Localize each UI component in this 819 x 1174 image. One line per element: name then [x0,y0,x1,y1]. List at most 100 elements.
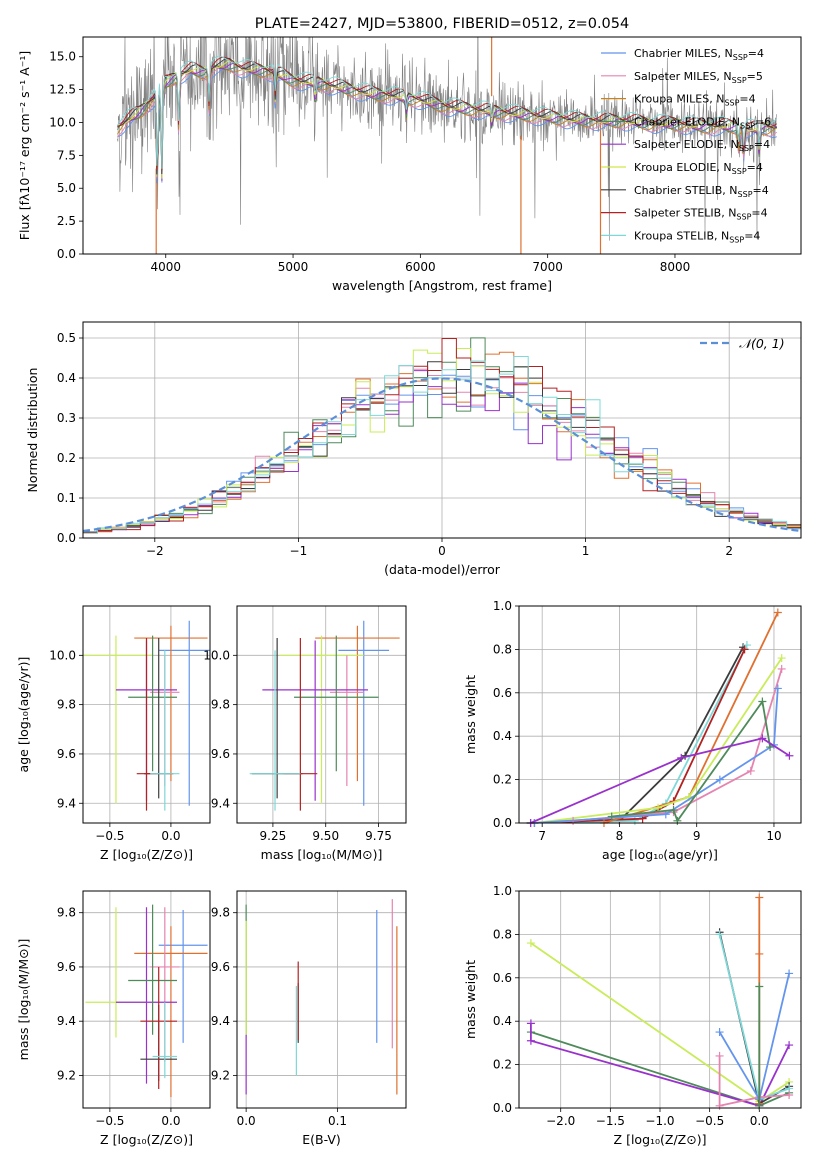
mass-weight-marker [740,645,749,654]
y-tick-label: 9.6 [57,747,76,761]
x-tick-label: 9.25 [260,829,287,843]
residual-histogram [83,356,801,538]
y-tick-label: 0.3 [57,411,76,425]
x-tick-label: 0.0 [237,1114,256,1128]
y-axis-label: Flux [fλ10⁻¹⁷ erg cm⁻² s⁻¹ A⁻¹] [17,51,32,240]
residuals-panel: −2 −1 0 1 2 0.0 0.1 0.2 0.3 0.4 0.5 (data-model)/er… [25,321,802,577]
y-tick-label: 0.2 [57,451,76,465]
mass-weight-marker [669,805,678,814]
x-tick-label: 8000 [660,260,691,274]
mass-weight-line [534,657,783,823]
mass-weight-marker [677,753,686,762]
x-tick-label: 4000 [150,260,181,274]
x-axis-label: (data-model)/error [384,562,501,577]
age-weight-panel: 7 8 9 10 0.0 0.2 0.4 0.6 0.8 1.0 age [log₁₀(age/yr… [463,599,802,862]
legend-entry: Chabrier STELIB, NSSP=4 [634,184,769,199]
mass-age-panel: 9.25 9.50 9.75 9.4 9.6 9.8 10.0 mass [log₁₀(M/M… [203,605,407,862]
mass-weight-line [534,688,779,823]
error-bar [251,638,303,799]
mass-weight-marker [746,766,755,775]
x-tick-label: 10 [766,829,781,843]
error-bar [128,904,178,1035]
mass-weight-marker [785,1041,794,1050]
ebv-mass-panel: 0.0 0.1 9.2 9.4 9.6 9.8 E(B-V) [211,890,407,1147]
x-tick-label: −1.5 [596,1114,625,1128]
x-axis-label: wavelength [Angstrom, rest frame] [332,278,552,293]
spectrum-panel: 4000 5000 6000 7000 8000 0.0 2.5 5.0 7.5 10.0 12.5… [17,16,802,293]
error-bar [144,638,174,799]
mass-weight-marker [785,751,794,760]
age-weight-axes-frame [518,605,802,824]
x-axis-label: Z [log₁₀(Z/Z⊙)] [100,1132,193,1147]
y-tick-label: 2.5 [57,214,76,228]
mass-weight-marker [607,812,616,821]
legend-entry: Kroupa ELODIE, NSSP=4 [634,161,763,176]
mass-weight-marker [715,1101,724,1110]
y-tick-label: 10.0 [203,648,230,662]
model-spectrum-line [117,55,778,169]
x-tick-label: 1 [582,544,590,558]
y-tick-label: 0.4 [57,371,76,385]
mass-weight-line [530,644,748,823]
y-tick-label: 0.2 [493,773,512,787]
x-tick-label: −1.0 [645,1114,674,1128]
legend-entry: Salpeter STELIB, NSSP=4 [634,207,768,222]
y-tick-label: 0.8 [493,927,512,941]
mass-weight-line [718,1055,790,1107]
mass-weight-line [611,699,771,823]
x-tick-label: 7 [538,829,546,843]
error-bar [315,625,400,782]
residuals-axes-frame [82,321,802,539]
x-axis-label: Z [log₁₀(Z/Z⊙)] [614,1132,707,1147]
mass-weight-marker [526,1036,535,1045]
x-tick-label: −1 [290,544,308,558]
mass-weight-marker [715,775,724,784]
x-tick-label: 8 [616,829,624,843]
z-mass-panel: −0.5 0.0 9.2 9.4 9.6 9.8 Z [log₁₀(Z/Z⊙)] mass [… [16,890,211,1147]
x-tick-label: 0.0 [161,1114,180,1128]
error-bar [115,907,178,1084]
z-mass-axes-frame [82,890,211,1109]
y-tick-label: 0.4 [493,729,512,743]
mass-weight-marker [777,654,786,663]
y-tick-label: 9.6 [57,960,76,974]
normal-distribution-curve [83,377,801,533]
mass-weight-marker [773,684,782,693]
error-bar [134,625,208,782]
x-tick-label: 7000 [532,260,563,274]
z-age-axes-frame [82,605,211,824]
mass-weight-marker [755,949,764,958]
error-bar [140,966,178,1090]
model-spectrum-line [117,62,778,182]
legend-entry: Salpeter MILES, NSSP=5 [634,70,763,85]
y-tick-label: 7.5 [57,148,76,162]
x-tick-label: 9.50 [312,829,339,843]
mass-weight-line [534,668,783,823]
y-axis-label: mass weight [463,960,478,1039]
ebv-mass-axes-frame [236,890,407,1109]
y-tick-label: 9.8 [57,906,76,920]
y-tick-label: 9.2 [211,1068,230,1082]
error-bar [83,635,153,804]
y-tick-label: 10.0 [49,648,76,662]
y-axis-label: mass [log₁₀(M/M⊙)] [16,939,31,1061]
mass-age-axes-frame [236,605,407,824]
x-tick-label: 0.0 [750,1114,769,1128]
mass-weight-marker [773,608,782,617]
x-axis-label: age [log₁₀(age/yr)] [602,847,718,862]
y-tick-label: 1.0 [493,884,512,898]
x-tick-label: −2 [146,544,164,558]
error-bar [294,635,379,772]
y-tick-label: 15.0 [49,50,76,64]
legend-entry: Kroupa MILES, NSSP=4 [634,93,756,108]
legend-entry: Kroupa STELIB, NSSP=4 [634,229,760,244]
y-tick-label: 5.0 [57,181,76,195]
spectrum-axes-frame [82,36,802,255]
y-axis-label: mass weight [463,675,478,754]
error-bar [134,926,208,1098]
x-axis-label: E(B-V) [302,1132,341,1147]
y-tick-label: 0.2 [493,1058,512,1072]
legend-entry: Salpeter ELODIE, NSSP=4 [634,138,770,153]
mass-weight-line [530,1023,790,1107]
